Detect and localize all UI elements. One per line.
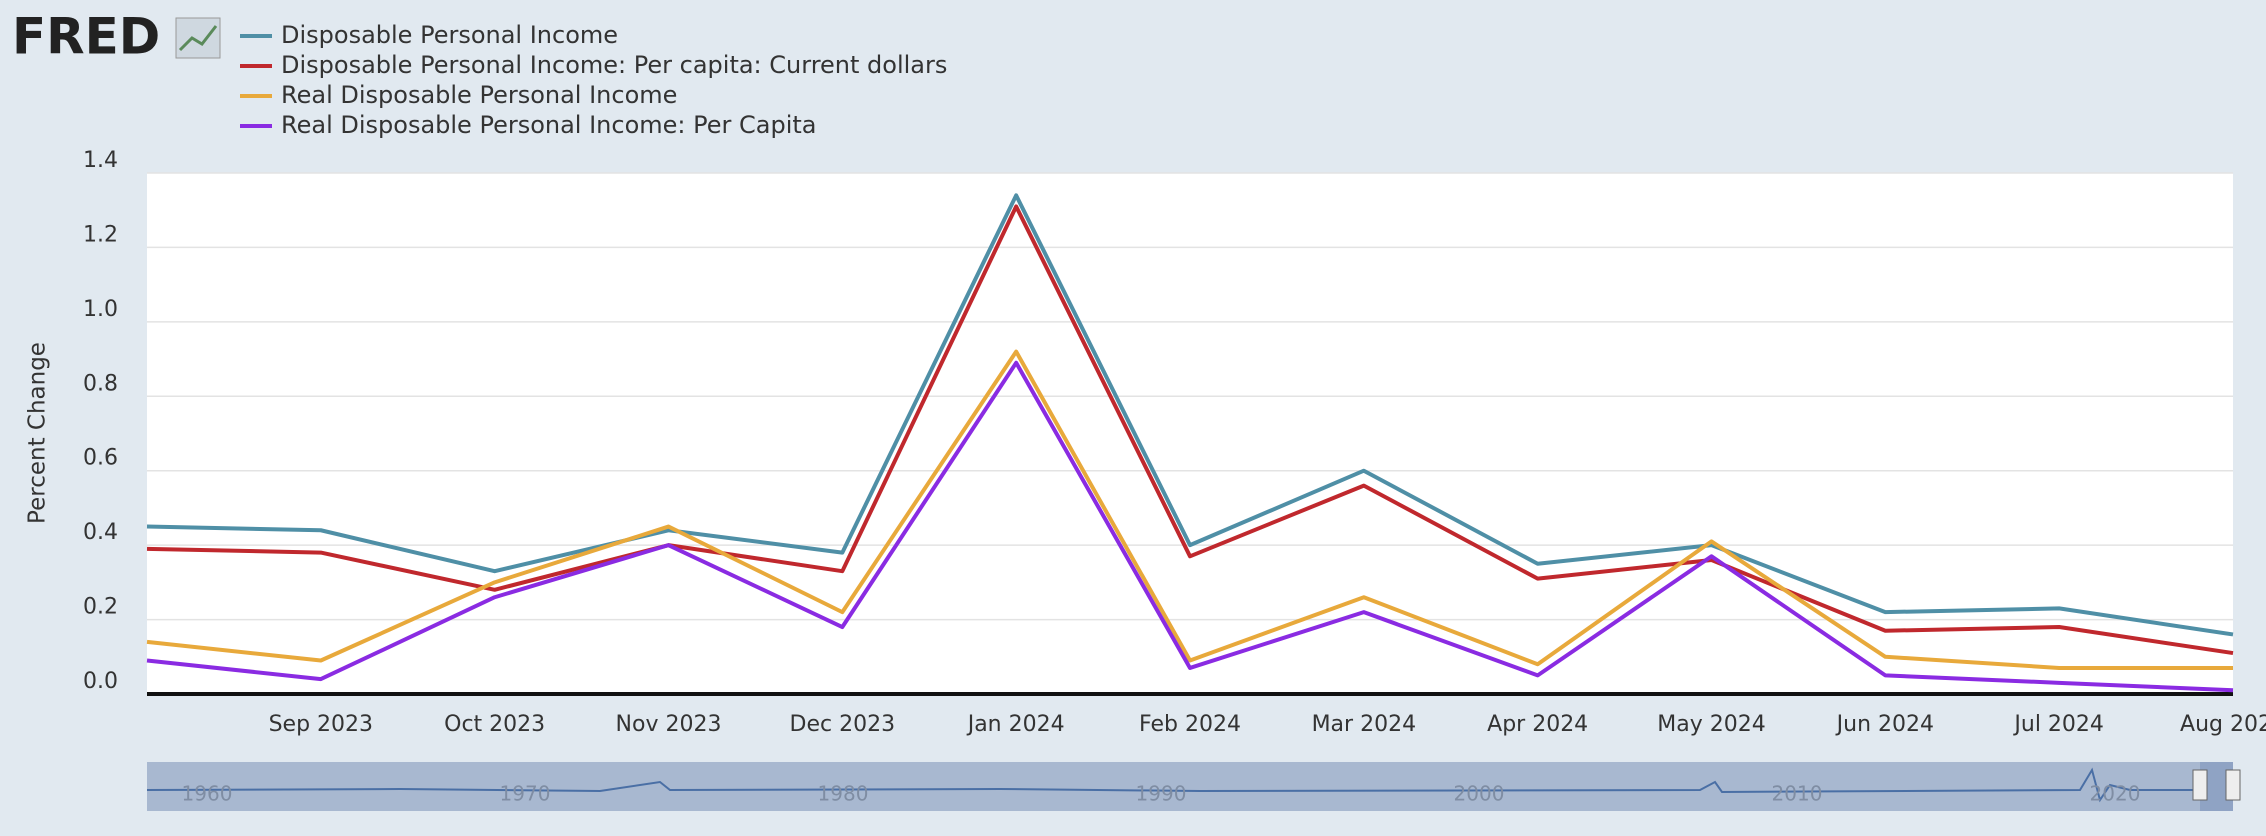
y-tick-label: 0.2 [83,595,118,620]
series-line [146,360,2234,693]
legend-label[interactable]: Disposable Personal Income: Per capita: … [281,51,947,79]
x-tick-label: Nov 2023 [616,712,722,737]
series-line [146,193,2234,637]
x-tick-label: Feb 2024 [1139,712,1241,737]
navigator-handle[interactable] [2225,769,2241,801]
x-tick-label: Dec 2023 [790,712,896,737]
navigator-series [146,767,2233,803]
x-tick-label: Mar 2024 [1312,712,1417,737]
y-tick-label: 0.6 [83,446,118,471]
logo-icon [175,17,221,59]
y-tick-label: 1.0 [83,297,118,322]
x-tick-label: Sep 2023 [269,712,373,737]
x-tick-label: Aug 2024 [2180,712,2266,737]
x-ticks: Sep 2023 Oct 2023 Nov 2023 Dec 2023 Jan 2024… [269,712,2266,737]
x-tick-label: Jan 2024 [966,712,1065,737]
navigator-label: 1960 [182,782,233,806]
y-tick-label: 1.4 [83,148,118,173]
x-tick-label: Jul 2024 [2012,712,2104,737]
legend-label[interactable]: Real Disposable Personal Income: Per Cap… [281,111,817,139]
navigator-label: 2020 [2090,782,2141,806]
y-tick-label: 0.4 [83,520,118,545]
navigator-label: 2000 [1454,782,1505,806]
plot-area [147,173,2233,694]
navigator[interactable] [146,762,2241,811]
y-axis-label: Percent Change [25,342,51,524]
legend-label[interactable]: Disposable Personal Income [281,21,618,49]
navigator-label: 1990 [1136,782,1187,806]
navigator-label: 2010 [1772,782,1823,806]
x-tick-label: Oct 2023 [444,712,545,737]
x-tick-label: Apr 2024 [1487,712,1588,737]
navigator-label: 1980 [818,782,869,806]
x-tick-label: Jun 2024 [1835,712,1934,737]
series-line [146,204,2234,656]
logo: FRED [12,8,160,66]
navigator-handle[interactable] [2192,769,2208,801]
y-tick-label: 0.8 [83,371,118,396]
y-tick-label: 1.2 [83,222,118,247]
navigator-track [147,762,2233,811]
y-tick-label: 0.0 [83,669,118,694]
legend-label[interactable]: Real Disposable Personal Income [281,81,677,109]
navigator-label: 1970 [500,782,551,806]
x-tick-label: May 2024 [1657,712,1765,737]
series-line [146,349,2233,670]
